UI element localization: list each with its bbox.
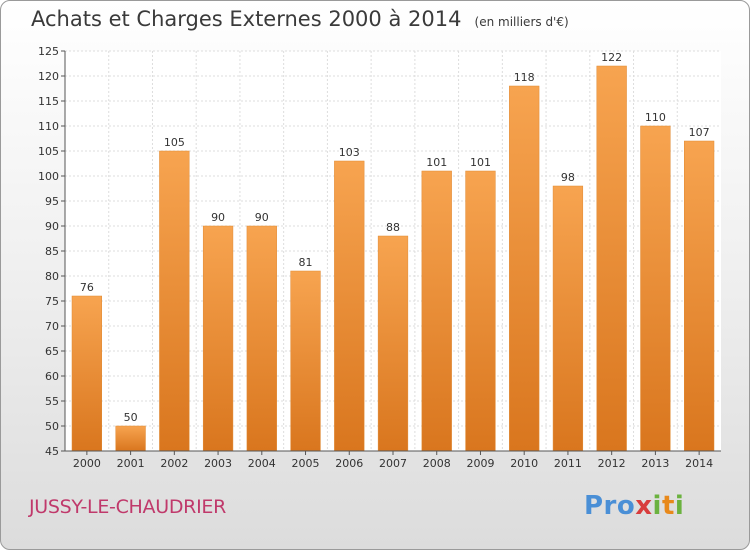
bar bbox=[202, 225, 234, 452]
data-label: 90 bbox=[211, 211, 225, 224]
x-tick-label: 2011 bbox=[554, 457, 582, 470]
data-label: 88 bbox=[386, 221, 400, 234]
x-tick-label: 2006 bbox=[335, 457, 363, 470]
bar bbox=[246, 225, 277, 452]
axis-layer: 45 50 55 60 65 70 75 80 85 90 95 100 105 110 115 120 125… bbox=[38, 45, 721, 470]
x-tick-label: 2000 bbox=[73, 457, 101, 470]
data-label: 118 bbox=[514, 71, 535, 84]
x-tick-label: 2013 bbox=[641, 457, 669, 470]
bar bbox=[640, 125, 671, 452]
x-tick-label: 2009 bbox=[466, 457, 494, 470]
data-label: 90 bbox=[255, 211, 269, 224]
bar bbox=[509, 85, 540, 452]
y-tick-label: 95 bbox=[45, 195, 59, 208]
y-tick-label: 110 bbox=[38, 120, 59, 133]
commune-name: JUSSY-LE-CHAUDRIER bbox=[29, 496, 226, 518]
bar bbox=[465, 170, 496, 452]
y-tick-label: 85 bbox=[45, 245, 59, 258]
data-label: 122 bbox=[601, 51, 622, 64]
bar bbox=[421, 170, 452, 452]
y-tick-label: 105 bbox=[38, 145, 59, 158]
bar bbox=[377, 235, 409, 452]
x-tick-label: 2002 bbox=[160, 457, 188, 470]
x-tick-label: 2012 bbox=[598, 457, 626, 470]
bar bbox=[115, 425, 146, 452]
bar bbox=[334, 160, 365, 452]
data-label: 103 bbox=[339, 146, 360, 159]
bar bbox=[684, 140, 715, 452]
chart-unit-note: (en milliers d'€) bbox=[474, 15, 569, 29]
x-tick-label: 2008 bbox=[423, 457, 451, 470]
y-tick-label: 120 bbox=[38, 70, 59, 83]
x-tick-label: 2014 bbox=[685, 457, 713, 470]
y-tick-label: 50 bbox=[45, 420, 59, 433]
data-label: 107 bbox=[689, 126, 710, 139]
x-tick-label: 2001 bbox=[117, 457, 145, 470]
y-tick-label: 45 bbox=[45, 445, 59, 458]
chart-title: Achats et Charges Externes 2000 à 2014 bbox=[31, 7, 462, 31]
data-label: 81 bbox=[299, 256, 313, 269]
data-label: 101 bbox=[426, 156, 447, 169]
y-tick-label: 60 bbox=[45, 370, 59, 383]
y-tick-label: 100 bbox=[38, 170, 59, 183]
y-tick-label: 75 bbox=[45, 295, 59, 308]
bar bbox=[290, 270, 321, 452]
data-label: 105 bbox=[164, 136, 185, 149]
y-tick-label: 80 bbox=[45, 270, 59, 283]
bar-layer: 76 50 105 90 90 81 103 88 101 101 118 98 122 110 107 bbox=[71, 51, 715, 452]
data-label: 101 bbox=[470, 156, 491, 169]
data-label: 98 bbox=[561, 171, 575, 184]
data-label: 50 bbox=[124, 411, 138, 424]
bar bbox=[71, 295, 102, 452]
chart-title-block: Achats et Charges Externes 2000 à 2014 (… bbox=[31, 7, 569, 31]
bar bbox=[552, 185, 584, 452]
bar bbox=[159, 150, 190, 452]
x-tick-label: 2004 bbox=[248, 457, 276, 470]
x-tick-label: 2005 bbox=[292, 457, 320, 470]
x-tick-label: 2010 bbox=[510, 457, 538, 470]
y-tick-label: 90 bbox=[45, 220, 59, 233]
x-tick-label: 2007 bbox=[379, 457, 407, 470]
bar bbox=[596, 65, 627, 452]
y-tick-label: 115 bbox=[38, 95, 59, 108]
proxiti-logo[interactable]: Proxiti bbox=[584, 491, 685, 521]
data-label: 76 bbox=[80, 281, 94, 294]
y-tick-label: 65 bbox=[45, 345, 59, 358]
data-label: 110 bbox=[645, 111, 666, 124]
x-tick-label: 2003 bbox=[204, 457, 232, 470]
y-tick-label: 55 bbox=[45, 395, 59, 408]
y-tick-label: 125 bbox=[38, 45, 59, 58]
y-tick-label: 70 bbox=[45, 320, 59, 333]
